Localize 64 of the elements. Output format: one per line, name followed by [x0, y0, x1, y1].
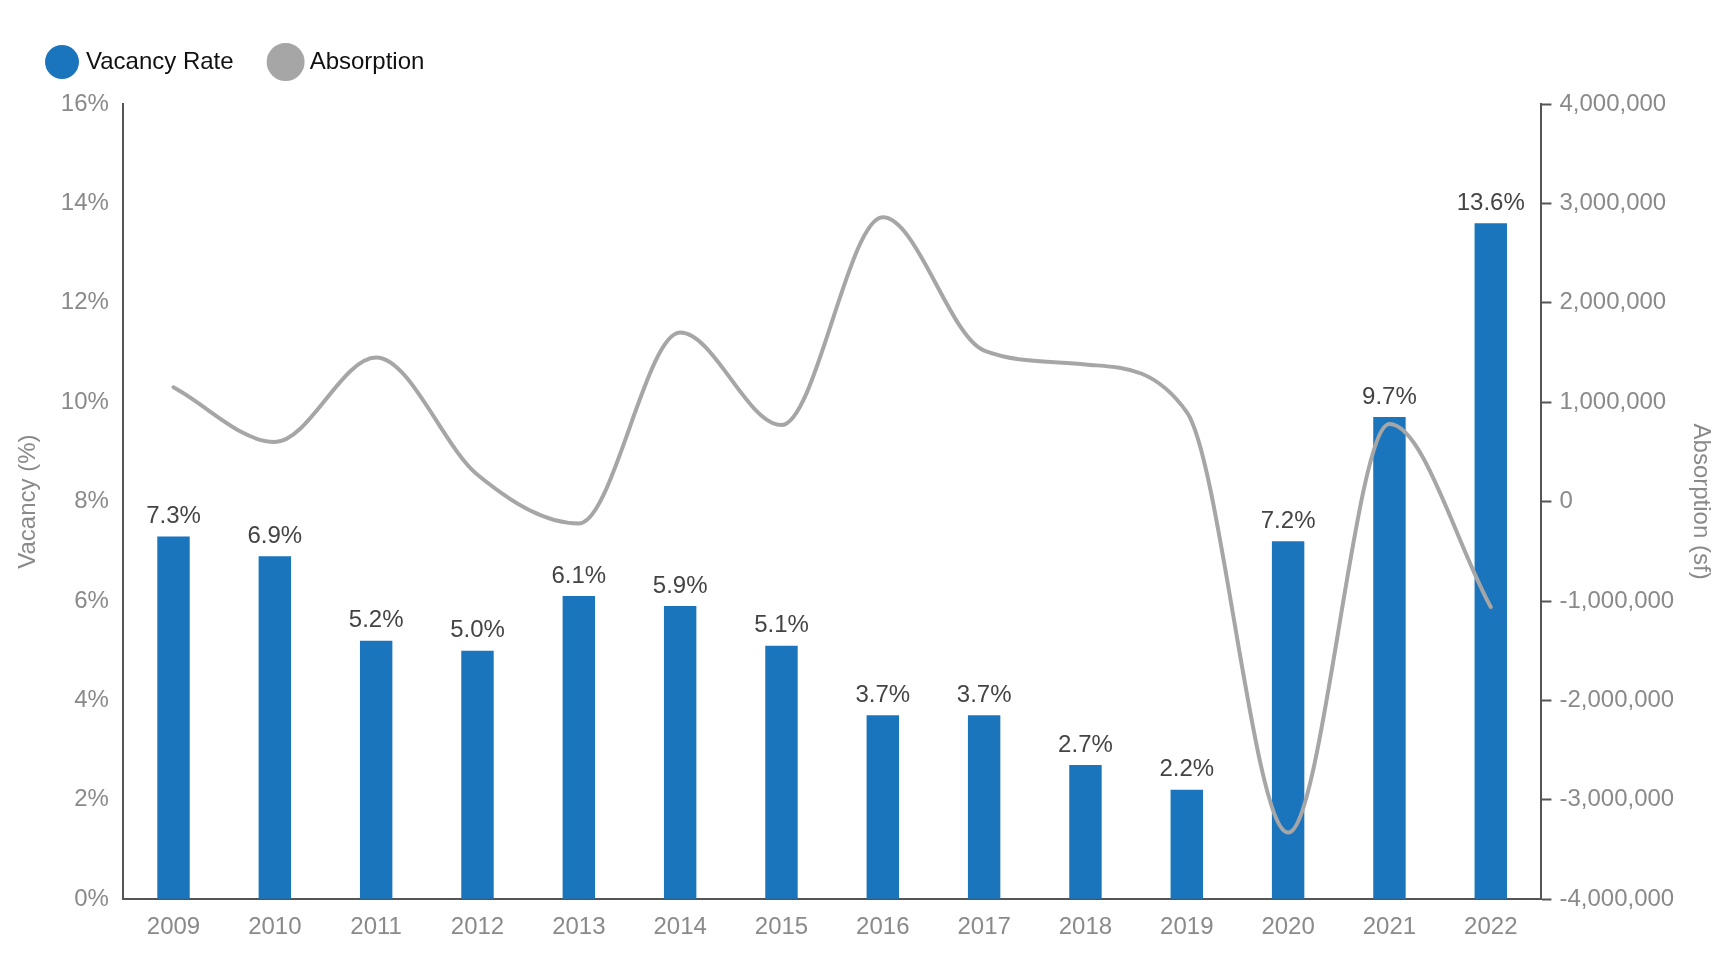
y2-tick-label: 1,000,000	[1559, 386, 1667, 414]
x-tick-label: 2012	[450, 912, 505, 940]
data-label: 7.2%	[1260, 505, 1316, 533]
y2-tick-label: -3,000,000	[1559, 784, 1675, 812]
x-tick-label: 2015	[754, 912, 809, 940]
x-tick-label: 2021	[1362, 912, 1417, 940]
bar	[663, 605, 697, 899]
x-tick-label: 2019	[1160, 912, 1214, 940]
bar	[866, 715, 900, 899]
y-tick-label: 14%	[60, 188, 109, 216]
data-label: 6.1%	[551, 560, 607, 588]
bar	[1170, 789, 1203, 899]
y2-tick-label: 4,000,000	[1559, 88, 1667, 116]
x-tick-label: 2017	[957, 912, 1011, 940]
data-label: 3.7%	[855, 679, 911, 707]
bar	[1271, 541, 1305, 899]
bar	[1373, 417, 1406, 899]
bar	[765, 645, 798, 899]
y-tick-label: 4%	[74, 685, 109, 713]
y-axis-title: Vacancy (%)	[13, 434, 41, 569]
y-tick-label: 16%	[60, 88, 109, 116]
x-tick-label: 2011	[350, 912, 402, 940]
data-label: 5.9%	[652, 570, 708, 598]
x-tick-label: 2018	[1058, 912, 1113, 940]
bar	[562, 596, 596, 899]
y2-tick-label: 0	[1559, 486, 1573, 514]
bar	[1474, 223, 1507, 899]
x-tick-label: 2013	[552, 912, 606, 940]
y2-tick-label: 2,000,000	[1559, 287, 1667, 315]
y-tick-label: 8%	[74, 486, 109, 514]
bar	[258, 556, 292, 899]
legend-label: Vacancy Rate	[86, 46, 234, 74]
y2-tick-label: -1,000,000	[1559, 585, 1675, 613]
bar	[359, 640, 393, 899]
bar	[157, 536, 190, 899]
data-label: 3.7%	[956, 679, 1012, 707]
bar	[967, 715, 1001, 899]
data-label: 5.2%	[348, 605, 404, 633]
data-label: 5.1%	[754, 610, 809, 638]
data-label: 2.2%	[1159, 754, 1215, 782]
y2-axis-title: Absorption (sf)	[1688, 423, 1716, 580]
y-tick-label: 6%	[74, 585, 109, 613]
x-tick-label: 2014	[653, 912, 707, 940]
x-tick-label: 2022	[1464, 912, 1518, 940]
data-label: 2.7%	[1058, 729, 1113, 757]
y-tick-label: 2%	[74, 784, 109, 812]
x-tick-label: 2009	[146, 912, 201, 940]
y2-tick-label: 3,000,000	[1559, 188, 1667, 216]
bar	[461, 650, 494, 899]
x-tick-label: 2016	[856, 912, 910, 940]
y-tick-label: 10%	[60, 386, 109, 414]
data-label: 6.9%	[247, 520, 303, 548]
data-label: 9.7%	[1362, 381, 1417, 409]
y2-tick-label: -2,000,000	[1559, 685, 1675, 713]
y-tick-label: 0%	[74, 883, 109, 911]
data-label: 7.3%	[146, 501, 201, 529]
bar	[1069, 765, 1102, 899]
legend-label: Absorption	[309, 46, 425, 74]
data-label: 13.6%	[1456, 187, 1525, 215]
y-tick-label: 12%	[60, 287, 109, 315]
data-label: 5.0%	[450, 615, 505, 643]
x-tick-label: 2020	[1261, 912, 1315, 940]
y2-tick-label: -4,000,000	[1559, 883, 1675, 911]
x-tick-label: 2010	[248, 912, 302, 940]
